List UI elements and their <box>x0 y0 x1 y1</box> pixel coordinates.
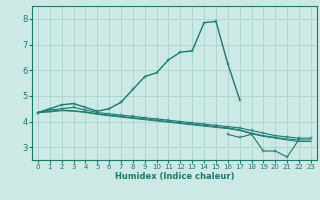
X-axis label: Humidex (Indice chaleur): Humidex (Indice chaleur) <box>115 172 234 181</box>
